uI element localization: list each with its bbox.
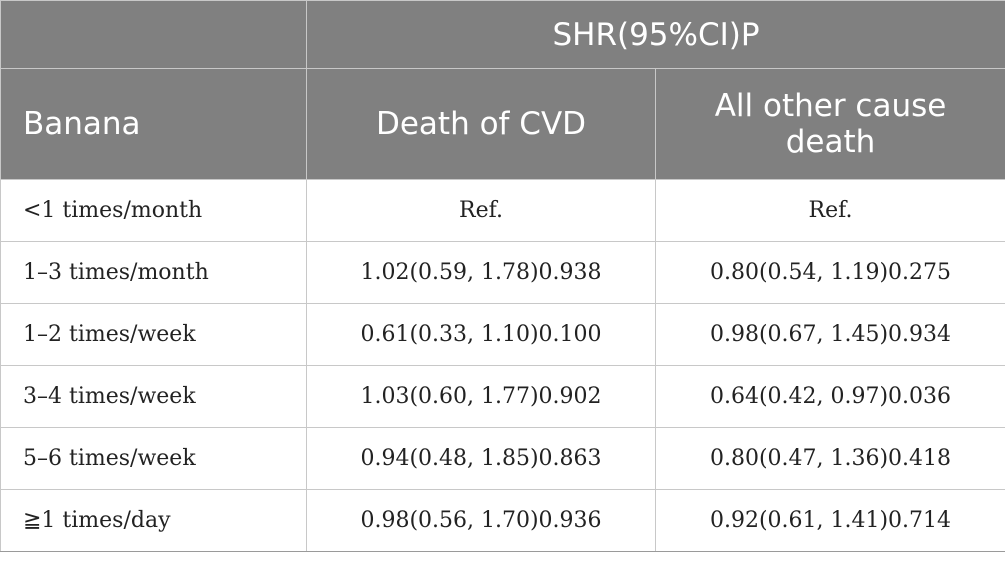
cvd-value: 0.98(0.56, 1.70)0.936 <box>306 489 656 552</box>
table-row: <1 times/month Ref. Ref. <box>0 179 1005 242</box>
row-label: 3–4 times/week <box>0 365 307 428</box>
column-header-cvd-death: Death of CVD <box>306 68 656 180</box>
table-row: 1–3 times/month 1.02(0.59, 1.78)0.938 0.… <box>0 241 1005 304</box>
group-header-shr: SHR(95%CI)P <box>305 0 1005 69</box>
header-empty-cell <box>0 0 307 69</box>
other-value: 0.92(0.61, 1.41)0.714 <box>654 489 1005 552</box>
column-header-banana: Banana <box>0 68 307 180</box>
cvd-value: 1.02(0.59, 1.78)0.938 <box>306 241 656 304</box>
other-value: 0.80(0.47, 1.36)0.418 <box>654 427 1005 490</box>
header-row-columns: Banana Death of CVD All other cause deat… <box>0 68 1005 180</box>
other-value: Ref. <box>654 179 1005 242</box>
table-body: <1 times/month Ref. Ref. 1–3 times/month… <box>0 179 1005 552</box>
other-value: 0.80(0.54, 1.19)0.275 <box>654 241 1005 304</box>
cvd-value: Ref. <box>306 179 656 242</box>
row-label: ≧1 times/day <box>0 489 307 552</box>
row-label: 5–6 times/week <box>0 427 307 490</box>
cvd-value: 0.61(0.33, 1.10)0.100 <box>306 303 656 366</box>
column-header-other-death: All other cause death <box>654 68 1005 180</box>
cvd-value: 1.03(0.60, 1.77)0.902 <box>306 365 656 428</box>
other-value: 0.64(0.42, 0.97)0.036 <box>654 365 1005 428</box>
cvd-value: 0.94(0.48, 1.85)0.863 <box>306 427 656 490</box>
table-row: ≧1 times/day 0.98(0.56, 1.70)0.936 0.92(… <box>0 489 1005 552</box>
results-table: SHR(95%CI)P Banana Death of CVD All othe… <box>0 0 1005 552</box>
table-row: 3–4 times/week 1.03(0.60, 1.77)0.902 0.6… <box>0 365 1005 428</box>
other-value: 0.98(0.67, 1.45)0.934 <box>654 303 1005 366</box>
row-label: <1 times/month <box>0 179 307 242</box>
row-label: 1–2 times/week <box>0 303 307 366</box>
table-row: 1–2 times/week 0.61(0.33, 1.10)0.100 0.9… <box>0 303 1005 366</box>
header-row-group: SHR(95%CI)P <box>0 0 1005 69</box>
table-row: 5–6 times/week 0.94(0.48, 1.85)0.863 0.8… <box>0 427 1005 490</box>
table-header: SHR(95%CI)P Banana Death of CVD All othe… <box>0 0 1005 180</box>
row-label: 1–3 times/month <box>0 241 307 304</box>
